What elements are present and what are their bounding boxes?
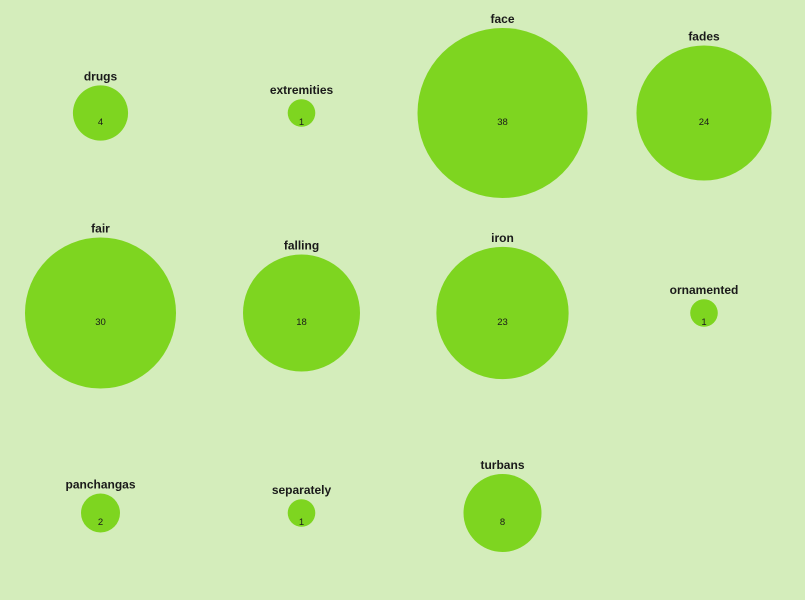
bubble-value: 18 [296, 317, 307, 328]
bubble-face[interactable]: face 38 [417, 12, 588, 198]
bubble-fades[interactable]: fades 24 [636, 29, 772, 181]
bubble-turbans[interactable]: turbans 8 [463, 458, 542, 552]
bubble-iron[interactable]: iron 23 [436, 231, 569, 380]
bubble-label: face [490, 12, 514, 26]
bubble-circle[interactable] [690, 299, 718, 327]
bubble-value: 30 [95, 317, 106, 328]
bubble-circle[interactable] [436, 246, 569, 380]
bubble-label: fades [688, 29, 720, 43]
bubble-drugs[interactable]: drugs 4 [72, 69, 129, 141]
bubble-falling[interactable]: falling 18 [243, 239, 360, 372]
bubble-panchangas[interactable]: panchangas 2 [65, 478, 136, 533]
bubble-label: panchangas [65, 478, 135, 492]
bubble-value: 1 [701, 317, 706, 328]
bubble-label: extremities [270, 83, 334, 97]
bubble-value: 24 [699, 117, 710, 128]
bubble-label: iron [491, 231, 514, 245]
bubble-label: turbans [480, 458, 524, 472]
bubble-circle[interactable] [287, 99, 316, 127]
bubble-value: 8 [500, 517, 505, 528]
bubble-value: 38 [497, 117, 508, 128]
bubble-circle[interactable] [243, 254, 360, 372]
bubble-label: falling [284, 239, 319, 253]
bubble-circle[interactable] [81, 493, 120, 533]
bubble-label: drugs [84, 69, 118, 83]
bubble-ornamented[interactable]: ornamented 1 [670, 283, 739, 328]
bubble-circle[interactable] [463, 474, 542, 552]
bubble-circle[interactable] [636, 45, 772, 181]
bubble-fair[interactable]: fair 30 [24, 221, 177, 389]
bubble-label: ornamented [670, 283, 739, 297]
bubble-separately[interactable]: separately 1 [272, 483, 332, 528]
bubble-value: 2 [98, 517, 103, 528]
bubble-circle[interactable] [287, 499, 316, 527]
bubble-value: 4 [98, 117, 103, 128]
bubbles-group: drugs 4 extremities 1 face 38 fades 24 fair 30 fal… [24, 12, 772, 552]
bubble-circle[interactable] [417, 28, 588, 198]
bubble-value: 1 [299, 117, 304, 128]
bubble-label: fair [91, 221, 110, 235]
bubble-label: separately [272, 483, 332, 497]
bubble-value: 23 [497, 317, 508, 328]
bubble-value: 1 [299, 517, 304, 528]
bubble-circle[interactable] [72, 85, 129, 141]
bubble-circle[interactable] [24, 237, 177, 389]
bubble-extremities[interactable]: extremities 1 [270, 83, 334, 128]
